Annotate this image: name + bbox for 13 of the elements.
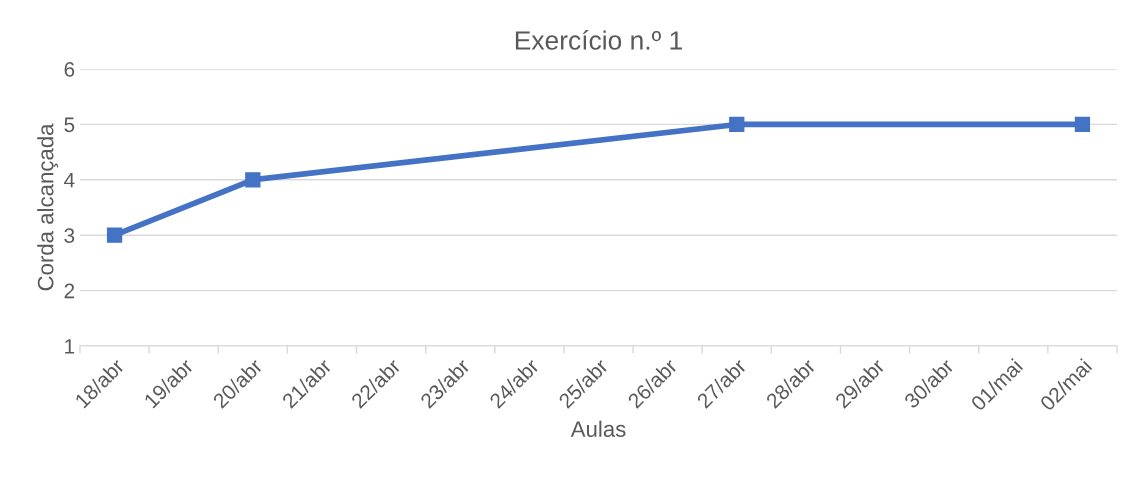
- y-tick-label: 6: [64, 62, 75, 77]
- chart-title: Exercício n.º 1: [515, 30, 682, 50]
- x-axis-title: Aulas: [570, 420, 626, 437]
- point: [1074, 116, 1091, 133]
- y-tick-label: 3: [64, 228, 75, 243]
- point: [106, 227, 123, 243]
- point: [245, 172, 261, 188]
- y-tick-label: 4: [64, 173, 75, 188]
- point: [729, 116, 745, 133]
- y-tick-label: 5: [64, 117, 75, 133]
- y-tick-label: 2: [64, 283, 75, 299]
- y-tick-label: 1: [65, 339, 75, 354]
- y-axis-title: Corda alcançada: [37, 123, 58, 291]
